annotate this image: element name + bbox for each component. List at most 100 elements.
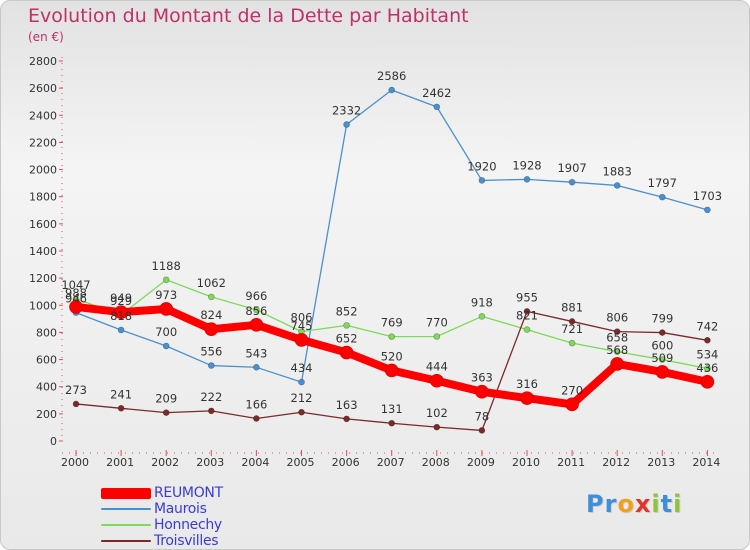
y-tick-label: 1000 (29, 299, 57, 312)
y-tick-label: 2000 (29, 164, 57, 177)
data-label-troisvilles: 742 (696, 319, 718, 333)
y-tick-label: 2600 (29, 82, 57, 95)
y-tick-label: 200 (36, 408, 57, 421)
data-point-reumont (700, 375, 715, 389)
data-point-troisvilles (253, 415, 260, 422)
logo-letter: t (660, 490, 674, 518)
data-label-reumont: 520 (381, 349, 403, 363)
data-point-maurois (388, 86, 396, 94)
data-label-honnechy: 821 (516, 309, 538, 323)
data-point-troisvilles (162, 409, 170, 416)
legend-swatch-troisvilles (101, 540, 151, 542)
data-point-troisvilles (568, 318, 576, 325)
data-point-maurois (478, 177, 486, 184)
y-tick-label: 0 (50, 435, 57, 448)
data-point-honnechy (658, 356, 666, 363)
data-point-maurois (523, 176, 531, 183)
data-label-reumont: 436 (696, 361, 718, 375)
data-point-reumont (339, 345, 354, 360)
data-label-honnechy: 658 (606, 331, 628, 345)
data-point-reumont (565, 397, 579, 412)
legend-swatch-reumont (101, 487, 151, 499)
logo-letter: o (617, 490, 635, 518)
data-point-troisvilles (478, 427, 486, 434)
y-unit-label: (en €) (28, 30, 64, 44)
data-label-reumont: 856 (245, 304, 267, 318)
data-point-honnechy (433, 333, 441, 340)
x-tick-label: 2008 (422, 456, 450, 469)
data-point-troisvilles (72, 400, 80, 408)
x-tick-label: 2003 (196, 456, 224, 469)
y-tick-label: 1800 (29, 191, 57, 204)
x-tick-label: 2013 (647, 456, 675, 469)
data-point-honnechy (613, 348, 621, 356)
data-label-troisvilles: 241 (110, 387, 132, 401)
data-label-maurois: 1797 (648, 176, 677, 190)
data-label-reumont: 652 (336, 332, 358, 346)
legend-label-reumont: REUMONT (154, 485, 223, 501)
x-tick-label: 2014 (692, 456, 720, 469)
legend-item-troisvilles: Troisvilles (101, 533, 223, 549)
legend-label-maurois: Maurois (154, 501, 207, 517)
data-label-maurois: 1703 (693, 189, 722, 203)
data-point-maurois (433, 103, 441, 111)
data-point-maurois (117, 326, 125, 334)
data-label-troisvilles: 78 (475, 409, 490, 423)
chart-title: Evolution du Montant de la Dette par Hab… (28, 5, 469, 27)
x-tick-label: 2010 (512, 456, 540, 469)
data-label-reumont: 444 (426, 360, 448, 374)
data-label-troisvilles: 102 (426, 406, 448, 420)
y-tick-label: 2400 (29, 109, 57, 122)
data-label-honnechy: 929 (110, 294, 132, 308)
legend-item-honnechy: Honnechy (101, 517, 223, 533)
data-point-troisvilles (704, 336, 711, 344)
data-point-maurois (658, 193, 666, 201)
data-label-troisvilles: 273 (65, 383, 87, 397)
data-point-reumont (69, 300, 83, 314)
data-label-troisvilles: 209 (155, 392, 177, 406)
data-label-maurois: 946 (65, 292, 87, 306)
data-point-troisvilles (388, 419, 396, 427)
data-label-reumont: 988 (65, 286, 87, 300)
data-label-honnechy: 600 (651, 339, 673, 353)
data-label-reumont: 973 (155, 288, 177, 302)
data-point-troisvilles (208, 407, 215, 415)
chart-axes: 0 200 400 600 800 1000 1200 1400 1600 1800 2000 220… (29, 55, 720, 469)
x-tick-label: 2007 (377, 456, 405, 469)
y-tick-label: 800 (36, 326, 57, 339)
proxiti-logo: Proxiti (586, 490, 682, 518)
data-label-honnechy: 918 (471, 295, 493, 309)
data-label-reumont: 745 (291, 319, 313, 333)
data-point-honnechy (162, 276, 170, 284)
data-label-honnechy: 966 (245, 289, 267, 303)
data-label-troisvilles: 222 (200, 390, 222, 404)
data-point-troisvilles (433, 423, 441, 431)
y-tick-label: 1600 (29, 218, 57, 231)
data-label-reumont: 568 (606, 343, 628, 357)
data-point-reumont (655, 365, 670, 379)
logo-letter: i (651, 490, 661, 518)
data-label-reumont: 824 (200, 308, 222, 322)
data-point-maurois (343, 121, 350, 128)
data-point-reumont (429, 373, 444, 388)
data-label-honnechy: 770 (426, 316, 448, 330)
x-tick-label: 2002 (151, 456, 179, 469)
data-label-honnechy: 1047 (61, 278, 90, 292)
data-label-maurois: 700 (155, 325, 177, 339)
data-point-troisvilles (613, 328, 621, 335)
data-point-maurois (613, 182, 621, 189)
data-point-maurois (162, 342, 170, 350)
data-point-honnechy (568, 339, 576, 347)
legend-item-reumont: REUMONT (101, 485, 223, 501)
data-point-reumont (249, 318, 264, 332)
data-point-troisvilles (343, 415, 350, 423)
x-tick-label: 2000 (61, 456, 89, 469)
legend-item-maurois: Maurois (101, 501, 223, 517)
data-label-troisvilles: 131 (381, 402, 403, 416)
y-tick-label: 1200 (29, 272, 57, 285)
data-label-troisvilles: 799 (651, 312, 673, 326)
data-label-troisvilles: 163 (336, 398, 358, 412)
x-tick-label: 2012 (602, 456, 630, 469)
data-point-reumont (475, 384, 489, 399)
